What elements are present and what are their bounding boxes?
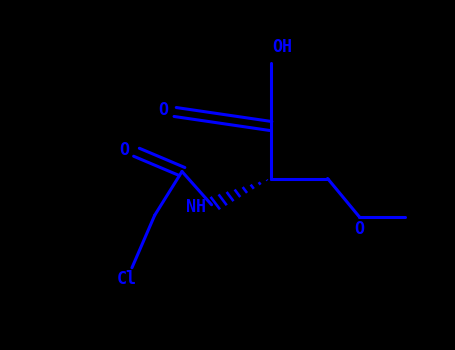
Text: O: O [120, 141, 130, 159]
Text: NH: NH [186, 198, 206, 216]
Text: OH: OH [272, 38, 292, 56]
Text: Cl: Cl [116, 270, 136, 288]
Text: O: O [158, 101, 168, 119]
Text: O: O [354, 220, 364, 238]
